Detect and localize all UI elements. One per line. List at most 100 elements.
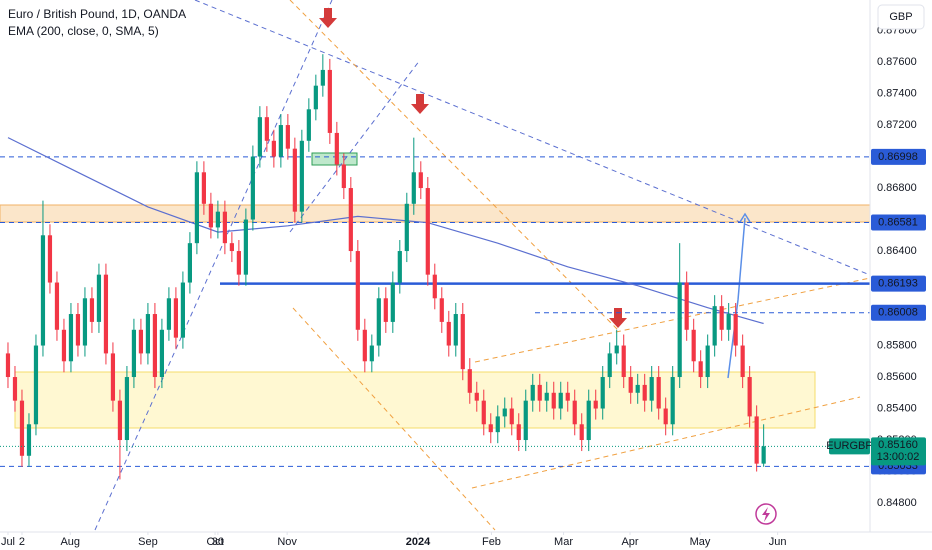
- candle-body: [418, 172, 423, 189]
- candle-body: [649, 377, 654, 401]
- candle-body: [453, 314, 458, 346]
- candle-body: [243, 219, 248, 275]
- projection: [727, 217, 746, 379]
- candle-body: [488, 424, 493, 433]
- x-tick-label: 2024: [406, 536, 431, 548]
- x-tick-label: 2: [19, 536, 25, 548]
- plot: [0, 54, 870, 480]
- candle-body: [26, 424, 32, 456]
- projection-head: [739, 212, 751, 223]
- candle-body: [747, 377, 752, 417]
- arrow-marker: [319, 8, 337, 28]
- candle-body: [425, 188, 430, 275]
- candle-body: [306, 109, 311, 141]
- arrow-marker: [411, 94, 429, 114]
- candle-body: [47, 235, 53, 283]
- candle-body: [201, 172, 206, 204]
- candle-body: [439, 298, 444, 322]
- candle-body: [40, 235, 46, 346]
- candle-body: [208, 203, 213, 228]
- candle-body: [320, 69, 325, 86]
- candle-body: [537, 384, 542, 401]
- candle-body: [621, 345, 626, 378]
- box: [311, 152, 358, 166]
- x-tick-label: Sep: [138, 536, 158, 548]
- y-tick-label: 0.86800: [877, 182, 917, 194]
- candle-body: [285, 125, 290, 149]
- price-box: [871, 437, 926, 466]
- candle-body: [740, 345, 745, 378]
- candle-body: [82, 298, 88, 346]
- y-tick-label: 0.87400: [877, 87, 917, 99]
- x-tick-label: Aug: [60, 536, 80, 548]
- candle-body: [719, 306, 724, 330]
- candle-body: [516, 424, 521, 441]
- y-tick-label: 0.87200: [877, 119, 917, 131]
- y-tick-label: 0.84800: [877, 497, 917, 509]
- y-tick-label: 0.85400: [877, 402, 917, 414]
- candle-body: [313, 85, 318, 110]
- symbol-label: EURGBP: [826, 440, 872, 452]
- trend-line: [94, 0, 333, 531]
- candle-body: [411, 172, 416, 204]
- candle-body: [656, 377, 661, 409]
- level-label-box: [871, 275, 926, 292]
- candle-body: [530, 384, 535, 401]
- y-tick-label: 0.86400: [877, 245, 917, 257]
- x-tick-label: 30: [212, 536, 224, 548]
- candle-body: [383, 298, 388, 322]
- candle-body: [355, 251, 360, 330]
- candle-body: [215, 211, 220, 228]
- event-icon-bolt: [762, 507, 770, 522]
- support-zone: [14, 371, 816, 429]
- arrow-marker: [609, 308, 627, 328]
- candle-body: [327, 69, 332, 133]
- candle-body: [635, 384, 640, 393]
- candle-body: [614, 345, 619, 354]
- candle-body: [397, 251, 402, 283]
- candle-body: [96, 274, 102, 322]
- x-tick-label: May: [690, 536, 711, 548]
- candle-body: [670, 377, 675, 425]
- currency-button[interactable]: [877, 4, 925, 30]
- candle-body: [341, 164, 346, 189]
- candle-body: [642, 384, 647, 401]
- candle-body: [404, 203, 409, 252]
- x-tick-label: Oct: [207, 536, 224, 548]
- candle-body: [145, 314, 151, 354]
- x-tick-label: Apr: [621, 536, 638, 548]
- candle-body: [705, 345, 710, 378]
- candle-body: [572, 400, 577, 425]
- trend-line: [289, 0, 619, 331]
- x-tick-label: Jun: [769, 536, 787, 548]
- level-label: 0.86008: [878, 307, 918, 319]
- candle-body: [117, 400, 123, 441]
- level-label: 0.86193: [878, 278, 918, 290]
- candle-body: [89, 298, 95, 322]
- candle-body: [733, 314, 738, 346]
- candle-body: [593, 400, 598, 409]
- candle-body: [12, 377, 18, 401]
- candle-body: [75, 314, 81, 346]
- candle-body: [509, 408, 514, 425]
- price-label: 0.85160: [878, 439, 918, 451]
- candle-body: [236, 251, 241, 275]
- level-label-box: [871, 304, 926, 321]
- candle-body: [579, 424, 584, 441]
- trend-line: [194, 0, 871, 276]
- candle-body: [334, 132, 339, 165]
- candle-body: [474, 392, 479, 401]
- countdown-label: 13:00:02: [877, 451, 920, 463]
- level-label: 0.86998: [878, 151, 918, 163]
- candle-body: [390, 282, 395, 322]
- candle-body: [180, 282, 185, 338]
- currency-label[interactable]: GBP: [889, 11, 912, 23]
- candle-body: [131, 329, 137, 378]
- candle-body: [558, 392, 563, 409]
- candle-body: [726, 314, 731, 330]
- candle-body: [467, 369, 472, 393]
- candle-body: [54, 282, 60, 330]
- candle-body: [544, 392, 549, 401]
